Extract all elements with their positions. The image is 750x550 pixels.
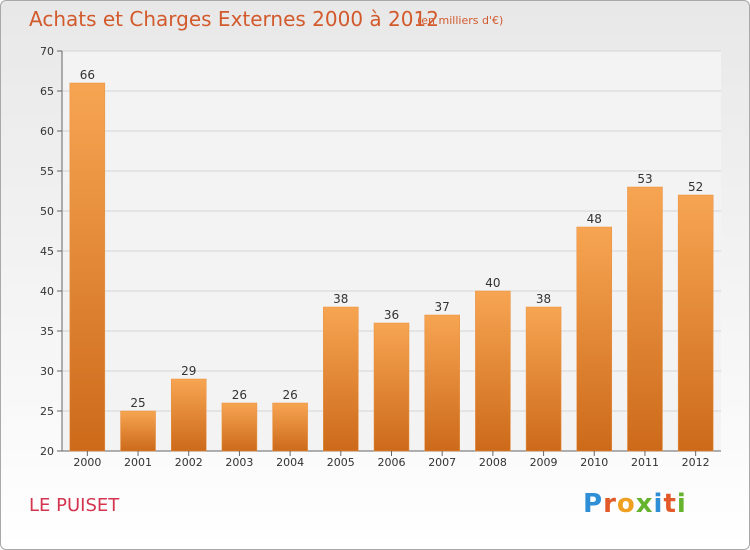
data-label: 38 xyxy=(536,292,551,306)
y-tick-label: 45 xyxy=(40,245,54,258)
x-tick-label: 2009 xyxy=(530,456,558,469)
bar xyxy=(120,410,156,452)
y-tick-label: 30 xyxy=(40,365,54,378)
bar xyxy=(323,306,359,452)
data-label: 53 xyxy=(637,172,652,186)
x-tick-label: 2011 xyxy=(631,456,659,469)
chart-subtitle: (en milliers d'€) xyxy=(417,14,504,27)
x-tick-label: 2004 xyxy=(276,456,304,469)
logo-letter: t xyxy=(663,489,677,519)
y-tick-label: 60 xyxy=(40,125,54,138)
bar xyxy=(170,378,207,452)
x-tick-label: 2002 xyxy=(175,456,203,469)
data-label: 66 xyxy=(80,68,95,82)
y-tick-label: 20 xyxy=(40,445,54,458)
logo-letter: o xyxy=(616,489,636,519)
chart-title: Achats et Charges Externes 2000 à 2012 xyxy=(29,7,439,31)
data-label: 26 xyxy=(232,388,247,402)
bar xyxy=(576,226,613,452)
bar xyxy=(677,194,714,452)
y-tick-label: 25 xyxy=(40,405,54,418)
x-tick-label: 2010 xyxy=(580,456,608,469)
x-tick-label: 2003 xyxy=(225,456,253,469)
logo-letter: i xyxy=(653,489,664,519)
data-label: 36 xyxy=(384,308,399,322)
data-label: 52 xyxy=(688,180,703,194)
logo-letter: x xyxy=(635,489,654,519)
bar xyxy=(525,306,562,452)
x-tick-label: 2005 xyxy=(327,456,355,469)
bar xyxy=(221,402,258,452)
data-label: 38 xyxy=(333,292,348,306)
data-label: 40 xyxy=(485,276,500,290)
y-tick-label: 50 xyxy=(40,205,54,218)
y-tick-label: 35 xyxy=(40,325,54,338)
logo-letter: i xyxy=(676,489,687,519)
proxiti-logo: Proxiti xyxy=(583,489,687,519)
bar xyxy=(627,186,663,452)
bar xyxy=(272,402,308,452)
logo-letter: r xyxy=(603,489,617,519)
x-tick-label: 2001 xyxy=(124,456,152,469)
data-label: 26 xyxy=(282,388,297,402)
data-label: 25 xyxy=(130,396,145,410)
y-tick-label: 70 xyxy=(40,45,54,58)
logo-letter: P xyxy=(583,489,604,519)
commune-name: LE PUISET xyxy=(29,495,120,516)
data-label: 29 xyxy=(181,364,196,378)
x-tick-label: 2006 xyxy=(378,456,406,469)
y-tick-label: 65 xyxy=(40,85,54,98)
x-tick-label: 2012 xyxy=(682,456,710,469)
bar xyxy=(424,314,460,452)
x-tick-label: 2008 xyxy=(479,456,507,469)
bar xyxy=(373,322,410,452)
x-tick-label: 2007 xyxy=(428,456,456,469)
data-label: 48 xyxy=(587,212,602,226)
bar xyxy=(475,290,511,452)
data-label: 37 xyxy=(435,300,450,314)
x-tick-label: 2000 xyxy=(73,456,101,469)
y-tick-label: 55 xyxy=(40,165,54,178)
y-tick-label: 40 xyxy=(40,285,54,298)
bar xyxy=(69,82,106,452)
